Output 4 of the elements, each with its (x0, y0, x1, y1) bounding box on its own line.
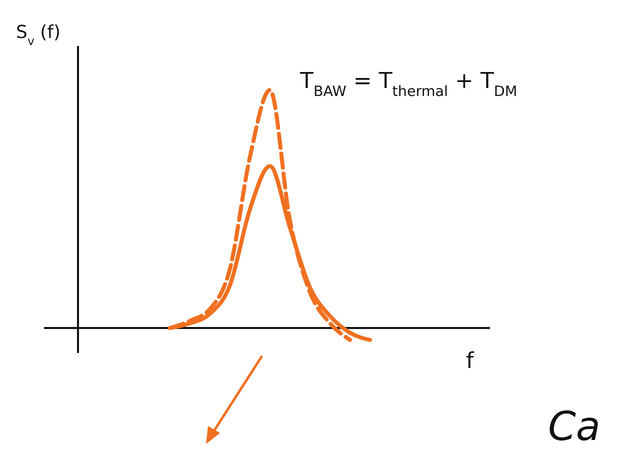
y-axis-title: S$_{v}$(f) (16, 22, 60, 48)
annotation: T$_{BAW}$ = T$_{thermal}$ + T$_{DM}$ (299, 69, 518, 100)
text: Ca (548, 404, 600, 450)
x-axis-title: f (466, 349, 475, 374)
